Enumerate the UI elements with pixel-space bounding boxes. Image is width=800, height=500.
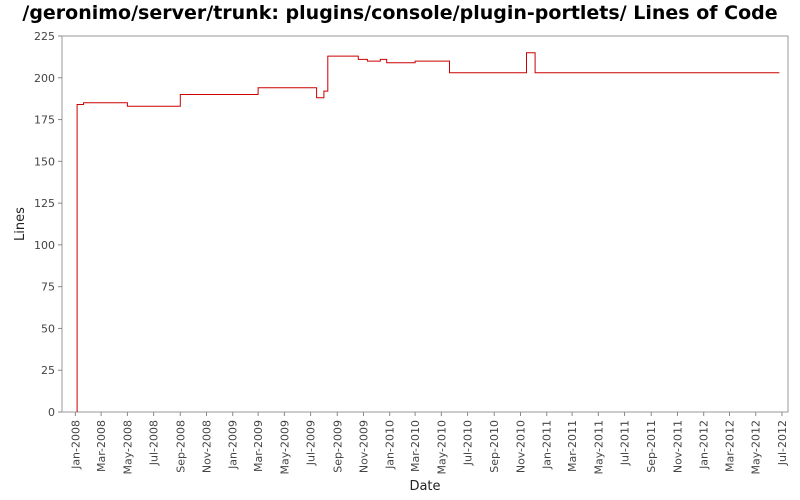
series-line [76, 52, 780, 412]
data-point [386, 62, 388, 64]
data-point [76, 411, 78, 413]
x-tick-label: Sep-2011 [645, 420, 658, 473]
data-point [327, 55, 329, 57]
x-tick-label: May-2008 [121, 420, 134, 475]
x-axis-label: Date [409, 479, 440, 494]
y-axis: 0 25 50 75 100 125 150 175 200 225 [34, 30, 62, 419]
x-tick-label: Sep-2008 [174, 420, 187, 473]
y-tick-label: 0 [48, 406, 55, 419]
y-tick-label: 225 [34, 30, 55, 43]
x-tick-label: Mar-2009 [252, 420, 265, 472]
y-tick-label: 25 [41, 364, 55, 377]
y-axis-label: Lines [13, 207, 28, 241]
y-tick-label: 150 [34, 155, 55, 168]
x-tick-label: Sep-2010 [488, 420, 501, 473]
x-tick-label: Jul-2008 [148, 420, 161, 466]
x-tick-label: Mar-2008 [95, 420, 108, 472]
plot-frame [61, 35, 789, 413]
x-tick-label: Jan-2011 [541, 420, 554, 470]
data-point [316, 97, 318, 99]
chart-title: /geronimo/server/trunk: plugins/console/… [22, 2, 778, 24]
y-tick-label: 125 [34, 197, 55, 210]
x-tick-label: Nov-2010 [514, 420, 527, 473]
data-point [526, 52, 528, 54]
data-point [414, 60, 416, 62]
x-tick-label: Mar-2011 [566, 420, 579, 472]
x-tick-label: Nov-2009 [357, 420, 370, 473]
x-tick-label: Jul-2012 [776, 420, 789, 466]
data-point [449, 72, 451, 74]
x-tick-label: May-2009 [278, 420, 291, 475]
x-tick-label: Jan-2010 [384, 420, 397, 470]
x-tick-label: Nov-2008 [201, 420, 214, 473]
data-point [779, 72, 781, 74]
x-tick-label: Sep-2009 [331, 420, 344, 473]
series-layer [76, 52, 781, 413]
x-tick-label: Nov-2011 [671, 420, 684, 473]
x-tick-label: Jan-2008 [69, 420, 82, 470]
x-axis: Jan-2008 Mar-2008 May-2008 Jul-2008 Sep-2008… [69, 412, 789, 475]
data-point [83, 102, 85, 104]
x-tick-label: Jul-2011 [619, 420, 632, 466]
x-tick-label: Jan-2009 [227, 420, 240, 470]
y-tick-label: 50 [41, 322, 55, 335]
data-point [380, 59, 382, 61]
x-tick-label: Mar-2010 [409, 420, 422, 472]
data-point [323, 90, 325, 92]
data-point [358, 59, 360, 61]
x-tick-label: May-2012 [750, 420, 763, 475]
x-tick-label: May-2010 [435, 420, 448, 475]
x-tick-label: Jul-2009 [305, 420, 318, 466]
data-point [367, 60, 369, 62]
x-tick-label: Jan-2012 [698, 420, 711, 470]
data-point [257, 87, 259, 89]
y-tick-label: 75 [41, 281, 55, 294]
x-tick-label: Mar-2012 [724, 420, 737, 472]
y-tick-label: 200 [34, 72, 55, 85]
y-tick-label: 100 [34, 239, 55, 252]
data-point [127, 105, 129, 107]
x-tick-label: Jul-2010 [462, 420, 475, 466]
data-point [180, 94, 182, 96]
data-point [76, 104, 78, 106]
x-tick-label: May-2011 [592, 420, 605, 475]
data-point [534, 72, 536, 74]
y-tick-label: 175 [34, 114, 55, 127]
